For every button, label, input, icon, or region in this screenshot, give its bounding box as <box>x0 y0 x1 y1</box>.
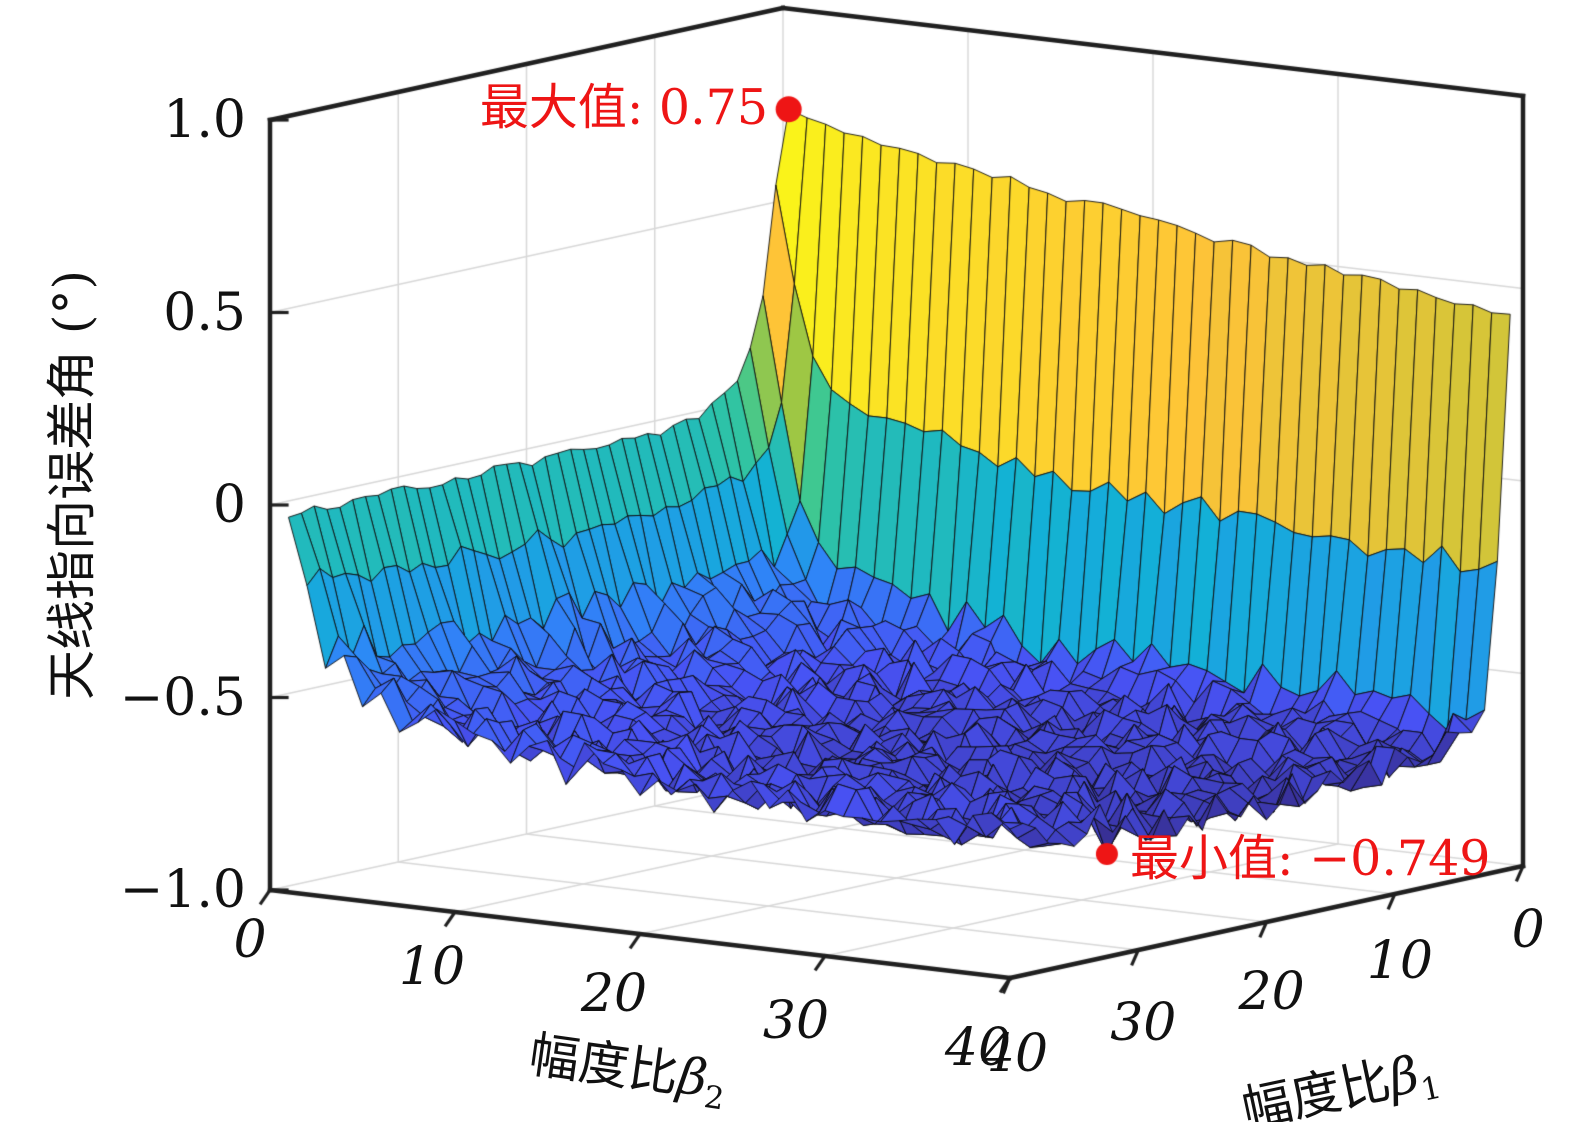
min-value-annotation: 最小值: −0.749 <box>1130 830 1491 887</box>
y-tick-label: 30 <box>1110 993 1177 1053</box>
y-tick-label: 40 <box>981 1024 1049 1084</box>
max-value-annotation: 最大值: 0.75 <box>479 79 768 136</box>
x-tick-label: 30 <box>762 991 830 1051</box>
y-tick-label: 10 <box>1366 931 1433 991</box>
z-tick-label: −0.5 <box>119 667 246 728</box>
x-tick-label: 10 <box>398 937 466 997</box>
z-tick-label: 0 <box>212 475 246 535</box>
x-tick-label: 40 <box>944 1018 1012 1078</box>
z-tick-label: −1.0 <box>119 860 246 920</box>
z-tick-label: 0.5 <box>163 282 246 343</box>
x-tick-label: 20 <box>580 964 648 1024</box>
x-tick-label: 0 <box>233 910 267 970</box>
z-axis-title: 天线指向误差角 (°) <box>43 270 101 700</box>
z-tick-label: 1.0 <box>163 90 246 150</box>
y-tick-label: 0 <box>1511 900 1545 960</box>
y-tick-label: 20 <box>1238 962 1305 1022</box>
